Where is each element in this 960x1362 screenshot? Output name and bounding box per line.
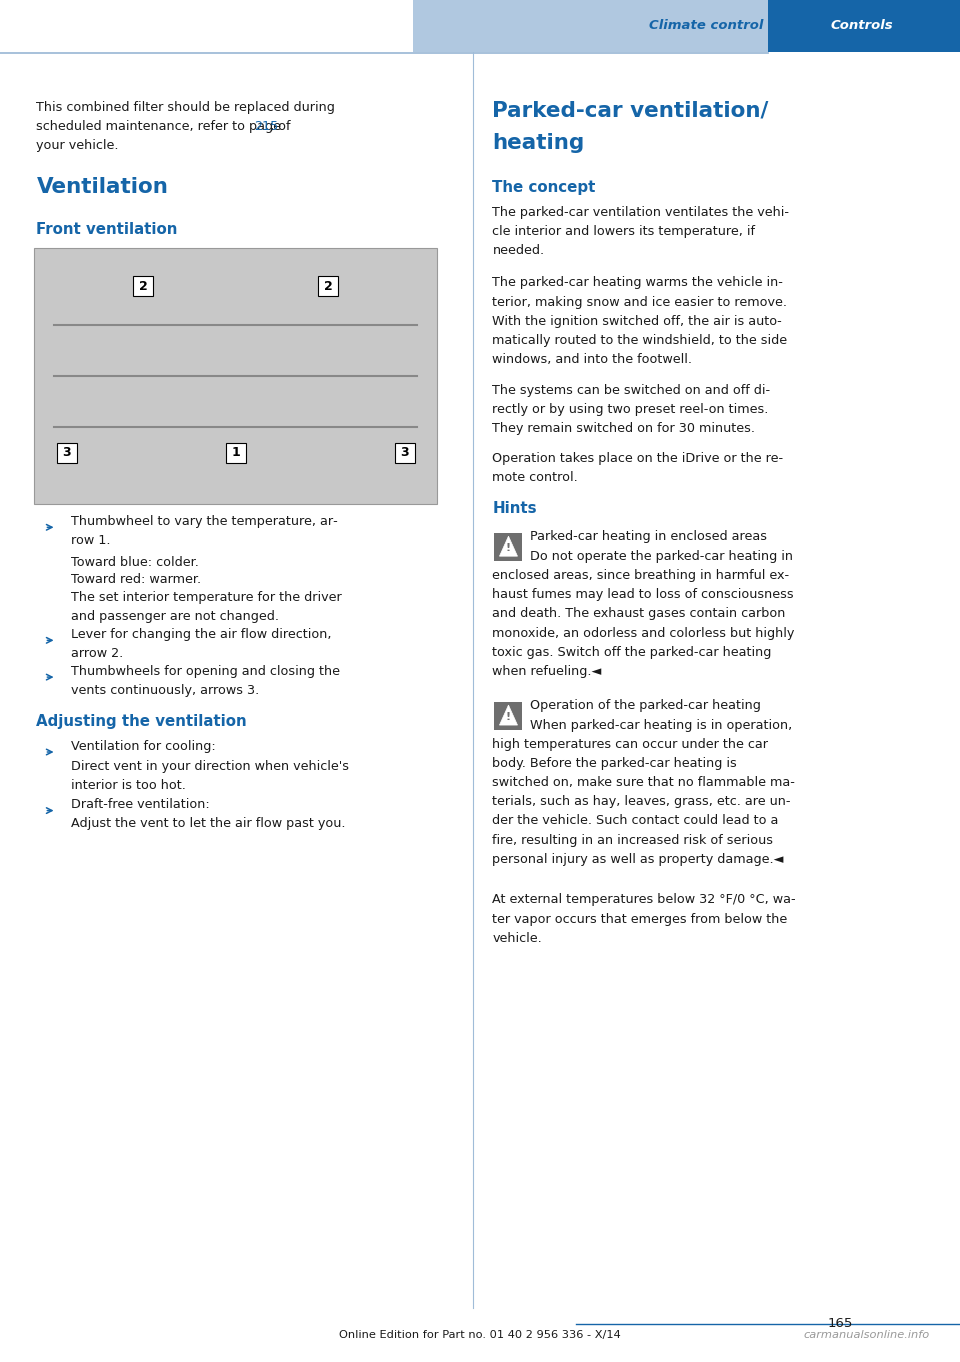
Bar: [35, 248, 437, 504]
Text: The concept: The concept: [492, 180, 596, 195]
Text: Lever for changing the air flow direction,: Lever for changing the air flow directio…: [71, 628, 332, 642]
Text: row 1.: row 1.: [71, 534, 111, 548]
Text: high temperatures can occur under the car: high temperatures can occur under the ca…: [492, 738, 768, 752]
Text: vents continuously, arrows 3.: vents continuously, arrows 3.: [71, 684, 260, 697]
Text: Thumbwheels for opening and closing the: Thumbwheels for opening and closing the: [71, 665, 341, 678]
Bar: [57, 443, 77, 463]
Text: Direct vent in your direction when vehicle's: Direct vent in your direction when vehic…: [71, 760, 349, 774]
Text: Draft-free ventilation:: Draft-free ventilation:: [71, 798, 210, 812]
Text: rectly or by using two preset reel-on times.: rectly or by using two preset reel-on ti…: [492, 403, 769, 417]
Text: Climate control: Climate control: [649, 19, 763, 33]
Text: terior, making snow and ice easier to remove.: terior, making snow and ice easier to re…: [492, 296, 787, 309]
Text: enclosed areas, since breathing in harmful ex‐: enclosed areas, since breathing in harmf…: [492, 569, 790, 583]
Text: Hints: Hints: [492, 501, 537, 516]
Text: Parked-car ventilation/: Parked-car ventilation/: [492, 101, 769, 121]
Text: , of: , of: [271, 120, 291, 133]
Text: windows, and into the footwell.: windows, and into the footwell.: [492, 353, 692, 366]
Text: terials, such as hay, leaves, grass, etc. are un‐: terials, such as hay, leaves, grass, etc…: [492, 795, 791, 809]
Text: When parked-car heating is in operation,: When parked-car heating is in operation,: [531, 719, 793, 733]
Text: Operation of the parked-car heating: Operation of the parked-car heating: [531, 699, 761, 712]
Text: monoxide, an odorless and colorless but highly: monoxide, an odorless and colorless but …: [492, 627, 795, 640]
Text: Do not operate the parked-car heating in: Do not operate the parked-car heating in: [531, 550, 794, 564]
Text: 2: 2: [324, 279, 332, 293]
Text: and passenger are not changed.: and passenger are not changed.: [71, 610, 279, 624]
Text: The set interior temperature for the driver: The set interior temperature for the dri…: [71, 591, 342, 605]
Bar: [494, 533, 522, 561]
Text: This combined filter should be replaced during: This combined filter should be replaced …: [36, 101, 335, 114]
Bar: [318, 276, 338, 297]
Text: toxic gas. Switch off the parked-car heating: toxic gas. Switch off the parked-car hea…: [492, 646, 772, 659]
Text: carmanualsonline.info: carmanualsonline.info: [803, 1329, 929, 1340]
Text: interior is too hot.: interior is too hot.: [71, 779, 186, 793]
Text: personal injury as well as property damage.◄: personal injury as well as property dama…: [492, 853, 784, 866]
Text: Thumbwheel to vary the temperature, ar‐: Thumbwheel to vary the temperature, ar‐: [71, 515, 338, 528]
Text: mote control.: mote control.: [492, 471, 578, 485]
Text: 215: 215: [254, 120, 278, 133]
Text: 3: 3: [62, 447, 71, 459]
Text: when refueling.◄: when refueling.◄: [492, 665, 602, 678]
Text: !: !: [506, 712, 511, 722]
Text: !: !: [506, 543, 511, 553]
Text: matically routed to the windshield, to the side: matically routed to the windshield, to t…: [492, 334, 787, 347]
Text: scheduled maintenance, refer to page: scheduled maintenance, refer to page: [36, 120, 285, 133]
Polygon shape: [499, 537, 517, 556]
Bar: [768, 0, 960, 52]
Text: Ventilation for cooling:: Ventilation for cooling:: [71, 740, 216, 753]
Text: Ventilation: Ventilation: [36, 177, 168, 197]
Text: haust fumes may lead to loss of consciousness: haust fumes may lead to loss of consciou…: [492, 588, 794, 602]
Text: The parked-car heating warms the vehicle in‐: The parked-car heating warms the vehicle…: [492, 276, 783, 290]
Text: and death. The exhaust gases contain carbon: and death. The exhaust gases contain car…: [492, 607, 786, 621]
Text: cle interior and lowers its temperature, if: cle interior and lowers its temperature,…: [492, 225, 756, 238]
Text: Online Edition for Part no. 01 40 2 956 336 - X/14: Online Edition for Part no. 01 40 2 956 …: [339, 1329, 621, 1340]
Bar: [226, 443, 246, 463]
Bar: [133, 276, 153, 297]
Text: Toward blue: colder.: Toward blue: colder.: [71, 556, 200, 569]
Polygon shape: [499, 706, 517, 725]
Text: Toward red: warmer.: Toward red: warmer.: [71, 573, 202, 587]
Text: your vehicle.: your vehicle.: [36, 139, 119, 153]
Text: Parked-car heating in enclosed areas: Parked-car heating in enclosed areas: [531, 530, 767, 543]
Text: heating: heating: [492, 133, 585, 154]
Text: fire, resulting in an increased risk of serious: fire, resulting in an increased risk of …: [492, 834, 774, 847]
Text: switched on, make sure that no flammable ma‐: switched on, make sure that no flammable…: [492, 776, 795, 790]
Text: needed.: needed.: [492, 244, 544, 257]
Text: Adjusting the ventilation: Adjusting the ventilation: [36, 714, 247, 729]
Text: 2: 2: [139, 279, 148, 293]
Text: body. Before the parked-car heating is: body. Before the parked-car heating is: [492, 757, 737, 771]
Text: Adjust the vent to let the air flow past you.: Adjust the vent to let the air flow past…: [71, 817, 346, 831]
Text: At external temperatures below 32 °F/0 °C, wa‐: At external temperatures below 32 °F/0 °…: [492, 893, 796, 907]
Text: Controls: Controls: [830, 19, 894, 33]
Text: vehicle.: vehicle.: [492, 932, 542, 945]
Text: 165: 165: [828, 1317, 852, 1331]
Text: arrow 2.: arrow 2.: [71, 647, 124, 661]
Text: Front ventilation: Front ventilation: [36, 222, 178, 237]
Text: The systems can be switched on and off di‐: The systems can be switched on and off d…: [492, 384, 771, 398]
Bar: [395, 443, 415, 463]
Text: 3: 3: [400, 447, 409, 459]
Text: ter vapor occurs that emerges from below the: ter vapor occurs that emerges from below…: [492, 913, 788, 926]
Text: der the vehicle. Such contact could lead to a: der the vehicle. Such contact could lead…: [492, 814, 779, 828]
Text: They remain switched on for 30 minutes.: They remain switched on for 30 minutes.: [492, 422, 756, 436]
Text: Operation takes place on the iDrive or the re‐: Operation takes place on the iDrive or t…: [492, 452, 783, 466]
Text: With the ignition switched off, the air is auto‐: With the ignition switched off, the air …: [492, 315, 782, 328]
Text: 1: 1: [231, 447, 240, 459]
Text: The parked-car ventilation ventilates the vehi‐: The parked-car ventilation ventilates th…: [492, 206, 789, 219]
Bar: [413, 0, 768, 52]
Bar: [494, 701, 522, 730]
